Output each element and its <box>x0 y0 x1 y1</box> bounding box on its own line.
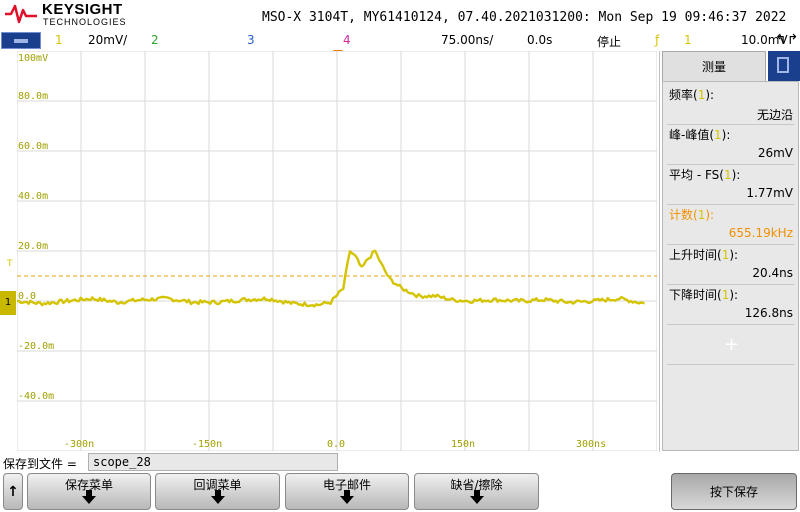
measurement-separator <box>667 204 794 205</box>
x-tick-label: 0.0 <box>327 439 346 450</box>
measurement-value: 26mV <box>757 146 793 160</box>
channel-1-ground-marker[interactable]: 1 <box>0 291 16 315</box>
measurement-value: 126.8ns <box>744 306 793 320</box>
menu-icon <box>14 39 28 43</box>
arrow-down-icon <box>469 490 484 504</box>
softkey-label: 电子邮件 <box>322 478 371 492</box>
measurement-separator <box>667 284 794 285</box>
save-to-file-label: 保存到文件 = <box>3 457 77 471</box>
arrow-down-icon <box>210 490 225 504</box>
measurement-channel: 1 <box>721 248 730 262</box>
trigger-level-readout[interactable]: 10.0mV <box>741 33 788 47</box>
arrow-down-icon <box>340 490 354 504</box>
y-tick-label: 20.0m <box>18 241 49 252</box>
y-tick-label: -20.0m <box>18 341 55 352</box>
tab-document-icon[interactable] <box>768 51 800 81</box>
measurement-label: 计数(1): <box>669 208 715 222</box>
measurement-separator <box>667 324 794 325</box>
measurement-separator <box>667 164 794 165</box>
measurement-label: 峰-峰值(1): <box>669 128 731 142</box>
measurement-list: 频率(1): 无边沿峰-峰值(1): 26mV 平均 - FS(1): 1.77mV 计数… <box>662 81 799 451</box>
channel-3-number[interactable]: 3 <box>247 33 255 47</box>
tab-measurements[interactable]: 测量 <box>662 51 766 81</box>
x-tick-label: 150n <box>451 439 476 450</box>
trigger-level-marker: T <box>7 259 13 269</box>
channel-2-number[interactable]: 2 <box>151 33 159 47</box>
timebase-readout[interactable]: 75.00ns/ <box>441 33 494 47</box>
measurement-separator <box>667 244 794 245</box>
measurement-value: 1.77mV <box>746 186 793 200</box>
measurement-channel: 1 <box>721 288 730 302</box>
measurement-label: 频率(1): <box>669 88 715 102</box>
y-tick-label: 100mV <box>18 53 49 64</box>
press-to-save-button[interactable]: 按下保存 <box>671 473 797 510</box>
file-name-field[interactable]: scope_28 <box>88 453 338 471</box>
main-menu-button[interactable] <box>1 32 41 49</box>
file-row: 保存到文件 = scope_28 <box>0 452 800 472</box>
measurement-value: 655.19kHz <box>728 226 793 240</box>
back-button[interactable]: ↑ <box>3 473 23 510</box>
measurement-panel: 测量 频率(1): 无边沿峰-峰值(1): 26mV 平均 - FS(1): 1.77m… <box>659 51 800 452</box>
keysight-logo-icon <box>5 4 37 24</box>
brand-subtitle: TECHNOLOGIES <box>43 17 127 27</box>
document-icon <box>777 57 789 73</box>
instrument-title: MSO-X 3104T, MY61410124, 07.40.202103120… <box>262 10 787 25</box>
softkey-label: 缺省/擦除 <box>450 478 503 492</box>
channel-1-trace <box>17 249 645 308</box>
measurement-value: 无边沿 <box>756 108 793 122</box>
measurement-channel: 1 <box>723 168 732 182</box>
measurement-value: 20.4ns <box>752 266 793 280</box>
measurement-label: 下降时间(1): <box>669 288 739 302</box>
waveform-display[interactable] <box>17 51 657 451</box>
measurement-channel: 1 <box>714 128 722 142</box>
channel-4-number[interactable]: 4 <box>343 33 351 47</box>
arrow-down-icon <box>82 490 96 504</box>
trigger-channel[interactable]: 1 <box>684 33 692 47</box>
channel-1-scale[interactable]: 20mV/ <box>88 33 128 47</box>
measurement-separator <box>667 364 794 365</box>
recall-menu-softkey[interactable]: 回调菜单 <box>155 473 280 510</box>
softkey-label: 保存菜单 <box>64 478 113 492</box>
y-tick-label: 80.0m <box>18 91 49 102</box>
measurement-label: 上升时间(1): <box>669 248 739 262</box>
y-tick-label: 0.0 <box>18 291 37 302</box>
x-tick-label: -300n <box>64 439 95 450</box>
measurement-label: 平均 - FS(1): <box>669 168 741 182</box>
channel-status-bar: 1 20mV/ 2 3 4 75.00ns/ 0.0s 停止 ƒ 1 10.0m… <box>0 32 800 50</box>
left-marker-gutter <box>0 51 17 451</box>
brand-name: KEYSIGHT <box>42 1 123 18</box>
x-tick-label: 300ns <box>576 439 607 450</box>
measurement-channel: 1 <box>697 88 706 102</box>
x-tick-label: -150n <box>192 439 223 450</box>
y-tick-label: 40.0m <box>18 191 49 202</box>
default-erase-softkey[interactable]: 缺省/擦除 <box>414 473 539 510</box>
measurement-channel: 1 <box>697 208 706 222</box>
run-state-badge: 停止 <box>597 35 622 49</box>
trigger-mode-icon: ↰↱ <box>775 32 799 48</box>
add-measurement-button[interactable]: + <box>723 334 740 355</box>
grid-lines <box>17 51 657 451</box>
header-bar: KEYSIGHT TECHNOLOGIES MSO-X 3104T, MY614… <box>0 0 800 32</box>
measurement-separator <box>667 124 794 125</box>
email-softkey[interactable]: 电子邮件 <box>285 473 409 510</box>
save-menu-softkey[interactable]: 保存菜单 <box>27 473 151 510</box>
trigger-edge-icon: ƒ <box>655 33 660 47</box>
delay-readout[interactable]: 0.0s <box>527 33 553 47</box>
y-tick-label: 60.0m <box>18 141 49 152</box>
softkey-label: 回调菜单 <box>193 478 242 492</box>
y-tick-label: -40.0m <box>18 391 55 402</box>
channel-1-number[interactable]: 1 <box>55 33 63 47</box>
